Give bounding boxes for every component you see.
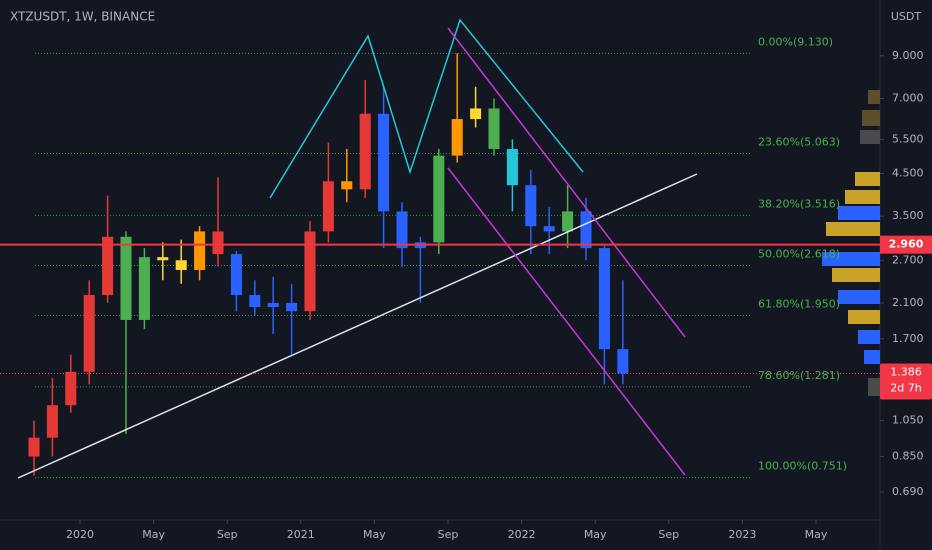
countdown-label: 2d 7h xyxy=(890,382,921,395)
x-tick-label: May xyxy=(584,528,607,541)
pattern-line xyxy=(269,18,584,199)
volume-bar xyxy=(864,350,880,364)
fib-label: 0.00%(9.130) xyxy=(758,35,833,48)
candle-body xyxy=(470,108,482,120)
price-label-box xyxy=(880,235,932,254)
volume-bar xyxy=(868,378,880,396)
candle-body xyxy=(451,119,463,156)
x-tick-label: 2021 xyxy=(287,528,315,541)
drawings xyxy=(17,18,698,479)
y-tick-label: 2.700 xyxy=(892,253,924,266)
candle-body xyxy=(304,231,316,312)
candle-body xyxy=(580,211,592,249)
volume-bar xyxy=(855,172,880,186)
candle-body xyxy=(598,248,610,350)
candle-body xyxy=(194,231,206,270)
candle-body xyxy=(157,257,169,261)
x-tick-label: May xyxy=(142,528,165,541)
volume-bar xyxy=(838,206,880,220)
trend-line xyxy=(17,173,698,479)
volume-bar xyxy=(838,290,880,304)
y-tick-label: 4.500 xyxy=(892,167,924,180)
x-tick-label: 2023 xyxy=(728,528,756,541)
candle-body xyxy=(249,295,261,308)
fib-label: 78.60%(1.281) xyxy=(758,369,840,382)
candle-body xyxy=(28,437,40,457)
candle-body xyxy=(120,236,132,320)
candle-body xyxy=(506,148,518,186)
candle-body xyxy=(212,231,224,255)
candle-body xyxy=(433,155,445,243)
volume-bar xyxy=(845,190,880,204)
candle-body xyxy=(396,211,408,249)
fib-label: 100.00%(0.751) xyxy=(758,460,847,473)
channel-line xyxy=(447,27,686,338)
volume-bar xyxy=(822,252,880,266)
candle-body xyxy=(230,254,242,296)
y-tick-label: 0.850 xyxy=(892,450,924,463)
y-tick-label: 7.000 xyxy=(892,91,924,104)
channel-line xyxy=(447,167,686,476)
candle-body xyxy=(488,108,500,149)
fib-label: 23.60%(5.063) xyxy=(758,135,840,148)
volume-bar xyxy=(868,90,880,104)
x-tick-label: Sep xyxy=(658,528,679,541)
volume-profile xyxy=(822,90,880,396)
candle-body xyxy=(341,181,353,190)
y-tick-label: 2.100 xyxy=(892,296,924,309)
volume-bar xyxy=(860,130,880,144)
price-label: 2.960 xyxy=(889,238,924,251)
x-tick-label: Sep xyxy=(438,528,459,541)
fib-label: 38.20%(3.516) xyxy=(758,197,840,210)
last-price-box xyxy=(880,363,932,400)
y-tick-label: 9.000 xyxy=(892,49,924,62)
candle-body xyxy=(562,211,574,232)
x-tick-label: 2022 xyxy=(508,528,536,541)
candle-body xyxy=(102,236,114,296)
x-tick-label: May xyxy=(805,528,828,541)
candle-body xyxy=(267,302,279,308)
candle-body xyxy=(83,295,95,372)
volume-bar xyxy=(832,268,880,282)
volume-bar xyxy=(826,222,880,236)
x-tick-label: Sep xyxy=(217,528,238,541)
axis-unit: USDT xyxy=(891,10,922,23)
candle-body xyxy=(65,371,77,406)
fib-label: 50.00%(2.618) xyxy=(758,247,840,260)
candle-body xyxy=(525,185,537,227)
candle-body xyxy=(286,302,298,312)
candle-body xyxy=(138,257,150,320)
candle-body xyxy=(378,113,390,212)
volume-bar xyxy=(858,330,880,344)
candle-body xyxy=(543,226,555,232)
fib-label: 61.80%(1.950) xyxy=(758,298,840,311)
y-tick-label: 5.500 xyxy=(892,132,924,145)
candle-body xyxy=(617,349,629,374)
y-tick-label: 3.500 xyxy=(892,209,924,222)
candle-body xyxy=(175,260,187,270)
candle-body xyxy=(322,181,334,232)
candle-body xyxy=(359,113,371,190)
chart-title: XTZUSDT, 1W, BINANCE xyxy=(10,10,155,24)
x-tick-label: 2020 xyxy=(66,528,94,541)
candle-body xyxy=(46,405,58,438)
y-tick-label: 1.050 xyxy=(892,414,924,427)
volume-bar xyxy=(848,310,880,324)
volume-bar xyxy=(862,110,880,126)
y-tick-label: 1.700 xyxy=(892,332,924,345)
last-price-label: 1.386 xyxy=(890,366,922,379)
y-tick-label: 0.690 xyxy=(892,485,924,498)
x-tick-label: May xyxy=(363,528,386,541)
